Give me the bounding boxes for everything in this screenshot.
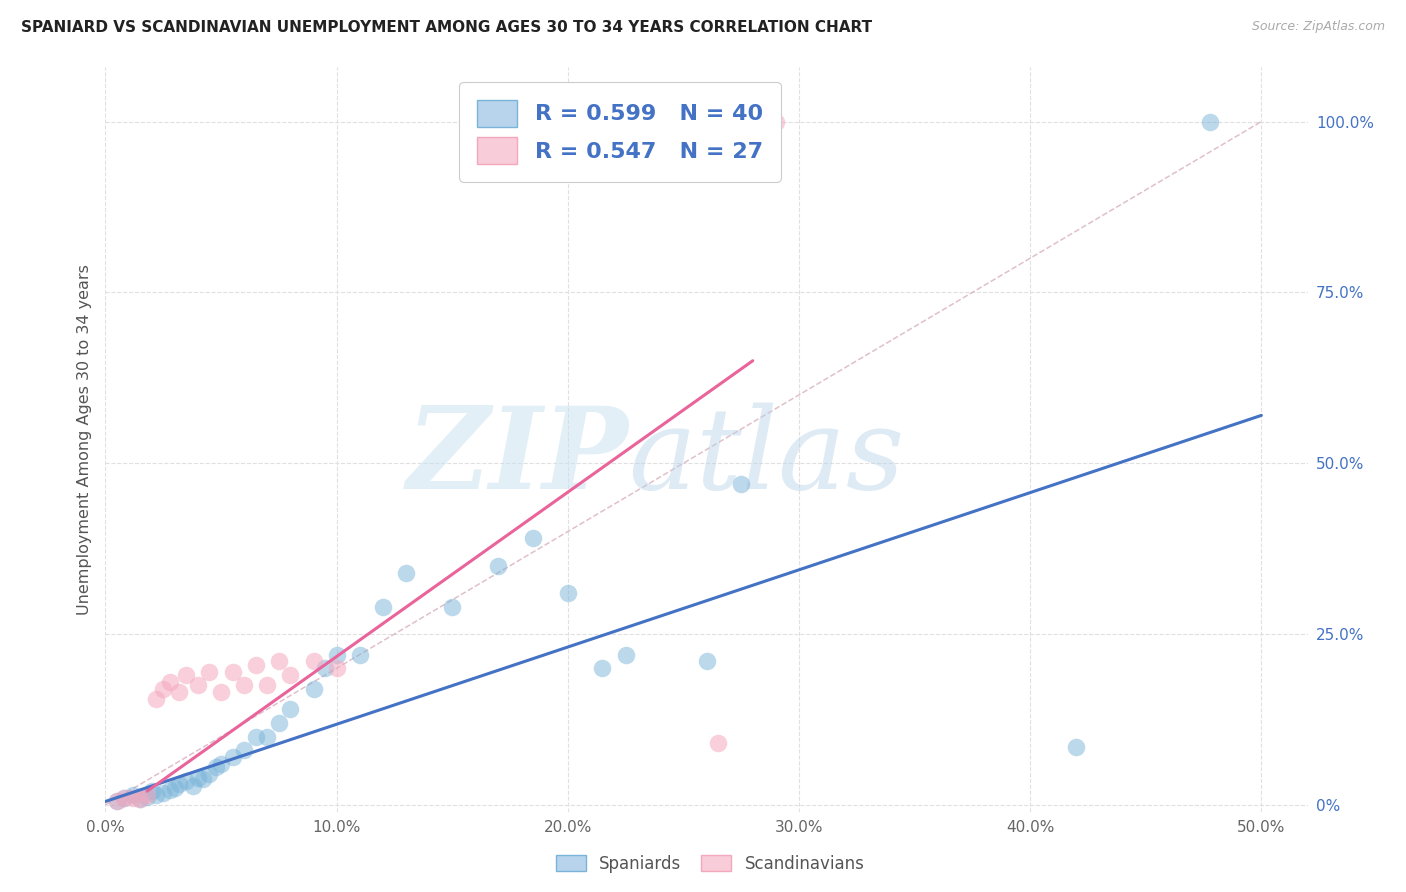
Point: [163, 780, 186, 795]
Point: [145, 788, 167, 802]
Point: [136, 789, 159, 804]
Text: atlas: atlas: [628, 402, 904, 513]
Point: [1199, 114, 1222, 128]
Point: [181, 779, 204, 793]
Point: [105, 795, 128, 809]
Point: [441, 599, 464, 614]
Point: [557, 586, 579, 600]
Point: [1066, 739, 1088, 754]
Point: [302, 654, 325, 668]
Point: [112, 791, 135, 805]
Point: [349, 648, 371, 662]
Point: [765, 114, 787, 128]
Point: [176, 668, 198, 682]
Y-axis label: Unemployment Among Ages 30 to 34 years: Unemployment Among Ages 30 to 34 years: [76, 264, 91, 615]
Point: [129, 792, 152, 806]
Point: [198, 767, 221, 781]
Point: [267, 715, 290, 730]
Point: [122, 791, 145, 805]
Point: [371, 599, 394, 614]
Point: [145, 692, 167, 706]
Point: [187, 771, 209, 785]
Point: [209, 685, 232, 699]
Point: [614, 648, 637, 662]
Point: [169, 685, 191, 699]
Point: [695, 654, 717, 668]
Point: [233, 678, 256, 692]
Point: [256, 678, 278, 692]
Point: [221, 665, 243, 679]
Point: [626, 114, 648, 128]
Point: [141, 784, 163, 798]
Point: [256, 730, 278, 744]
Point: [198, 665, 221, 679]
Point: [488, 558, 510, 573]
Legend: R = 0.599   N = 40, R = 0.547   N = 27: R = 0.599 N = 40, R = 0.547 N = 27: [460, 82, 780, 181]
Point: [280, 668, 302, 682]
Point: [221, 750, 243, 764]
Point: [325, 661, 347, 675]
Point: [245, 657, 267, 672]
Point: [325, 648, 347, 662]
Point: [314, 661, 336, 675]
Point: [488, 114, 510, 128]
Point: [302, 681, 325, 696]
Point: [267, 654, 290, 668]
Point: [205, 760, 228, 774]
Point: [187, 678, 209, 692]
Point: [209, 756, 232, 771]
Point: [112, 791, 135, 805]
Legend: Spaniards, Scandinavians: Spaniards, Scandinavians: [548, 848, 872, 880]
Point: [105, 795, 128, 809]
Point: [191, 772, 214, 786]
Point: [522, 532, 544, 546]
Text: SPANIARD VS SCANDINAVIAN UNEMPLOYMENT AMONG AGES 30 TO 34 YEARS CORRELATION CHAR: SPANIARD VS SCANDINAVIAN UNEMPLOYMENT AM…: [21, 20, 872, 35]
Point: [603, 114, 626, 128]
Point: [136, 788, 159, 802]
Point: [395, 566, 418, 580]
Point: [707, 736, 730, 750]
Point: [129, 792, 152, 806]
Text: ZIP: ZIP: [406, 402, 628, 514]
Point: [592, 661, 614, 675]
Text: Source: ZipAtlas.com: Source: ZipAtlas.com: [1251, 20, 1385, 33]
Point: [159, 782, 181, 797]
Point: [233, 743, 256, 757]
Point: [614, 114, 637, 128]
Point: [176, 774, 198, 789]
Point: [122, 788, 145, 802]
Point: [730, 476, 752, 491]
Point: [152, 786, 174, 800]
Point: [280, 702, 302, 716]
Point: [245, 730, 267, 744]
Point: [169, 777, 191, 791]
Point: [159, 674, 181, 689]
Point: [152, 681, 174, 696]
